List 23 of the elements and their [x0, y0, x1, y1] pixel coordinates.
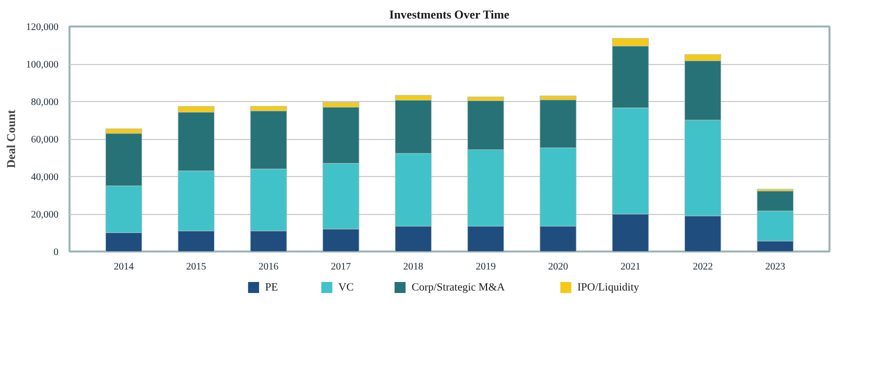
x-tick-label: 2017 — [330, 262, 351, 272]
legend-label: IPO/Liquidity — [577, 282, 640, 294]
x-tick-label: 2014 — [114, 262, 134, 272]
x-tick-label: 2022 — [692, 262, 713, 272]
x-tick-label: 2023 — [765, 262, 786, 272]
y-tick-label: 120,000 — [26, 22, 58, 33]
y-tick-label: 20,000 — [31, 210, 58, 220]
chart-title: Investments Over Time — [389, 8, 510, 22]
x-tick-label: 2019 — [476, 262, 496, 272]
y-tick-label: 60,000 — [31, 134, 58, 146]
x-tick-label: 2016 — [258, 262, 279, 272]
x-tick-label: 2020 — [548, 262, 568, 272]
y-tick-label: 100,000 — [26, 60, 58, 70]
legend-label: Corp/Strategic M&A — [412, 282, 505, 294]
y-tick-label: 0 — [54, 247, 58, 258]
x-tick-label: 2015 — [186, 262, 206, 272]
y-axis-title: Deal Count — [4, 110, 18, 168]
legend-label: PE — [265, 282, 278, 294]
x-tick-label: 2021 — [620, 262, 640, 272]
x-tick-label: 2018 — [403, 262, 424, 272]
y-tick-label: 40,000 — [31, 172, 58, 183]
y-tick-label: 80,000 — [31, 97, 58, 108]
legend-label: VC — [338, 282, 354, 294]
